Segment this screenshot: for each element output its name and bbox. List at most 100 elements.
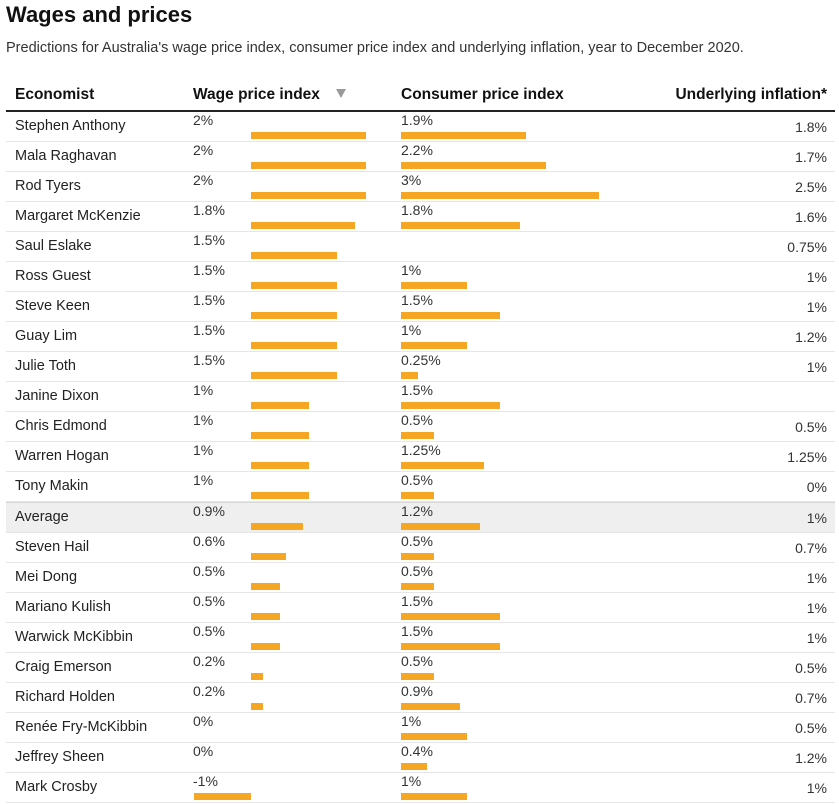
table-row: Saul Eslake 1.5% 0.75%: [6, 232, 835, 262]
wage-price-index-value: 0.6%: [193, 533, 225, 549]
economist-name: Margaret McKenzie: [15, 208, 141, 224]
underlying-inflation-value: 1%: [806, 510, 827, 526]
table-row: Margaret McKenzie 1.8% 1.8% 1.6%: [6, 202, 835, 232]
header-economist[interactable]: Economist: [15, 86, 95, 103]
table-row: Mark Crosby -1% 1% 1%: [6, 773, 835, 803]
economist-name: Stephen Anthony: [15, 118, 126, 134]
header-underlying-inflation[interactable]: Underlying inflation*: [675, 86, 827, 103]
economist-name: Julie Toth: [15, 358, 76, 374]
wage-price-index-bar: [251, 132, 366, 139]
wage-price-index-value: 1.5%: [193, 322, 225, 338]
table-row: Janine Dixon 1% 1.5%: [6, 382, 835, 412]
wage-price-index-bar: [251, 372, 338, 379]
wage-price-index-bar: [251, 282, 338, 289]
consumer-price-index-bar: [401, 132, 527, 139]
wage-price-index-bar: [193, 793, 251, 800]
underlying-inflation-value: 1%: [806, 359, 827, 375]
economist-name: Mei Dong: [15, 569, 78, 585]
wage-price-index-value: 0.9%: [193, 503, 225, 519]
wage-price-index-value: 0.5%: [193, 563, 225, 579]
consumer-price-index-value: 1%: [401, 713, 422, 729]
underlying-inflation-value: 1.2%: [795, 329, 827, 345]
table-row: Warren Hogan 1% 1.25% 1.25%: [6, 442, 835, 472]
average-row: Average 0.9% 1.2% 1%: [6, 502, 835, 533]
sort-descending-icon[interactable]: [336, 89, 346, 98]
wage-price-index-value: 1%: [193, 412, 214, 428]
economist-name: Renée Fry-McKibbin: [15, 719, 148, 735]
economist-name: Steven Hail: [15, 539, 90, 555]
consumer-price-index-bar: [401, 703, 461, 710]
wage-price-index-bar: [251, 252, 338, 259]
underlying-inflation-value: 1%: [806, 780, 827, 796]
underlying-inflation-value: 2.5%: [795, 179, 827, 195]
wage-price-index-bar: [251, 402, 309, 409]
underlying-inflation-value: 1%: [806, 600, 827, 616]
consumer-price-index-value: 0.5%: [401, 533, 433, 549]
underlying-inflation-value: 1%: [806, 630, 827, 646]
wage-price-index-value: 1%: [193, 442, 214, 458]
wage-price-index-value: 1%: [193, 472, 214, 488]
consumer-price-index-value: 1.9%: [401, 112, 433, 128]
economist-name: Richard Holden: [15, 689, 115, 705]
consumer-price-index-value: 1.25%: [401, 442, 441, 458]
wage-price-index-value: 1.5%: [193, 352, 225, 368]
consumer-price-index-bar: [401, 673, 434, 680]
table-row: Rod Tyers 2% 3% 2.5%: [6, 172, 835, 202]
consumer-price-index-bar: [401, 342, 467, 349]
table-row: Richard Holden 0.2% 0.9% 0.7%: [6, 683, 835, 713]
header-wage-price-index[interactable]: Wage price index: [193, 86, 320, 103]
wage-price-index-value: 2%: [193, 112, 214, 128]
underlying-inflation-value: 1.25%: [787, 449, 827, 465]
header-consumer-price-index[interactable]: Consumer price index: [401, 86, 564, 103]
table-row: Chris Edmond 1% 0.5% 0.5%: [6, 412, 835, 442]
table-header: Economist Wage price index Consumer pric…: [6, 80, 835, 112]
underlying-inflation-value: 1%: [806, 299, 827, 315]
table-row: Craig Emerson 0.2% 0.5% 0.5%: [6, 653, 835, 683]
wage-price-index-bar: [251, 553, 286, 560]
wage-price-index-bar: [251, 613, 280, 620]
wage-price-index-bar: [251, 462, 309, 469]
consumer-price-index-bar: [401, 643, 500, 650]
wage-price-index-value: 0.5%: [193, 593, 225, 609]
economist-name: Warren Hogan: [15, 448, 109, 464]
wage-price-index-bar: [251, 192, 366, 199]
table-row: Guay Lim 1.5% 1% 1.2%: [6, 322, 835, 352]
economist-name: Janine Dixon: [15, 388, 99, 404]
underlying-inflation-value: 0.5%: [795, 419, 827, 435]
underlying-inflation-value: 1.2%: [795, 750, 827, 766]
consumer-price-index-value: 2.2%: [401, 142, 433, 158]
underlying-inflation-value: 1.8%: [795, 119, 827, 135]
table-row: Tony Makin 1% 0.5% 0%: [6, 472, 835, 502]
consumer-price-index-bar: [401, 372, 418, 379]
consumer-price-index-value: 0.4%: [401, 743, 433, 759]
economist-name: Steve Keen: [15, 298, 90, 314]
wage-price-index-value: 1.5%: [193, 292, 225, 308]
consumer-price-index-value: 0.9%: [401, 683, 433, 699]
economist-name: Tony Makin: [15, 478, 89, 494]
table-body: Stephen Anthony 2% 1.9% 1.8% Mala Raghavan 2%…: [6, 112, 835, 803]
economist-name: Guay Lim: [15, 328, 78, 344]
economist-name: Craig Emerson: [15, 659, 112, 675]
table-row: Warwick McKibbin 0.5% 1.5% 1%: [6, 623, 835, 653]
economist-name: Jeffrey Sheen: [15, 749, 105, 765]
consumer-price-index-value: 0.5%: [401, 653, 433, 669]
consumer-price-index-value: 0.5%: [401, 563, 433, 579]
wage-price-index-bar: [251, 432, 309, 439]
wage-price-index-bar: [251, 492, 309, 499]
consumer-price-index-value: 1%: [401, 322, 422, 338]
table-row: Stephen Anthony 2% 1.9% 1.8%: [6, 112, 835, 142]
consumer-price-index-bar: [401, 553, 434, 560]
underlying-inflation-value: 0.7%: [795, 690, 827, 706]
consumer-price-index-value: 1.5%: [401, 593, 433, 609]
economist-name: Rod Tyers: [15, 178, 81, 194]
wage-price-index-bar: [251, 643, 280, 650]
consumer-price-index-value: 1%: [401, 262, 422, 278]
economist-name: Mariano Kulish: [15, 599, 111, 615]
underlying-inflation-value: 1.7%: [795, 149, 827, 165]
consumer-price-index-value: 1.5%: [401, 382, 433, 398]
wage-price-index-bar: [251, 222, 355, 229]
wage-price-index-bar: [251, 162, 366, 169]
consumer-price-index-value: 1.2%: [401, 503, 433, 519]
consumer-price-index-bar: [401, 583, 434, 590]
wage-price-index-bar: [251, 523, 303, 530]
